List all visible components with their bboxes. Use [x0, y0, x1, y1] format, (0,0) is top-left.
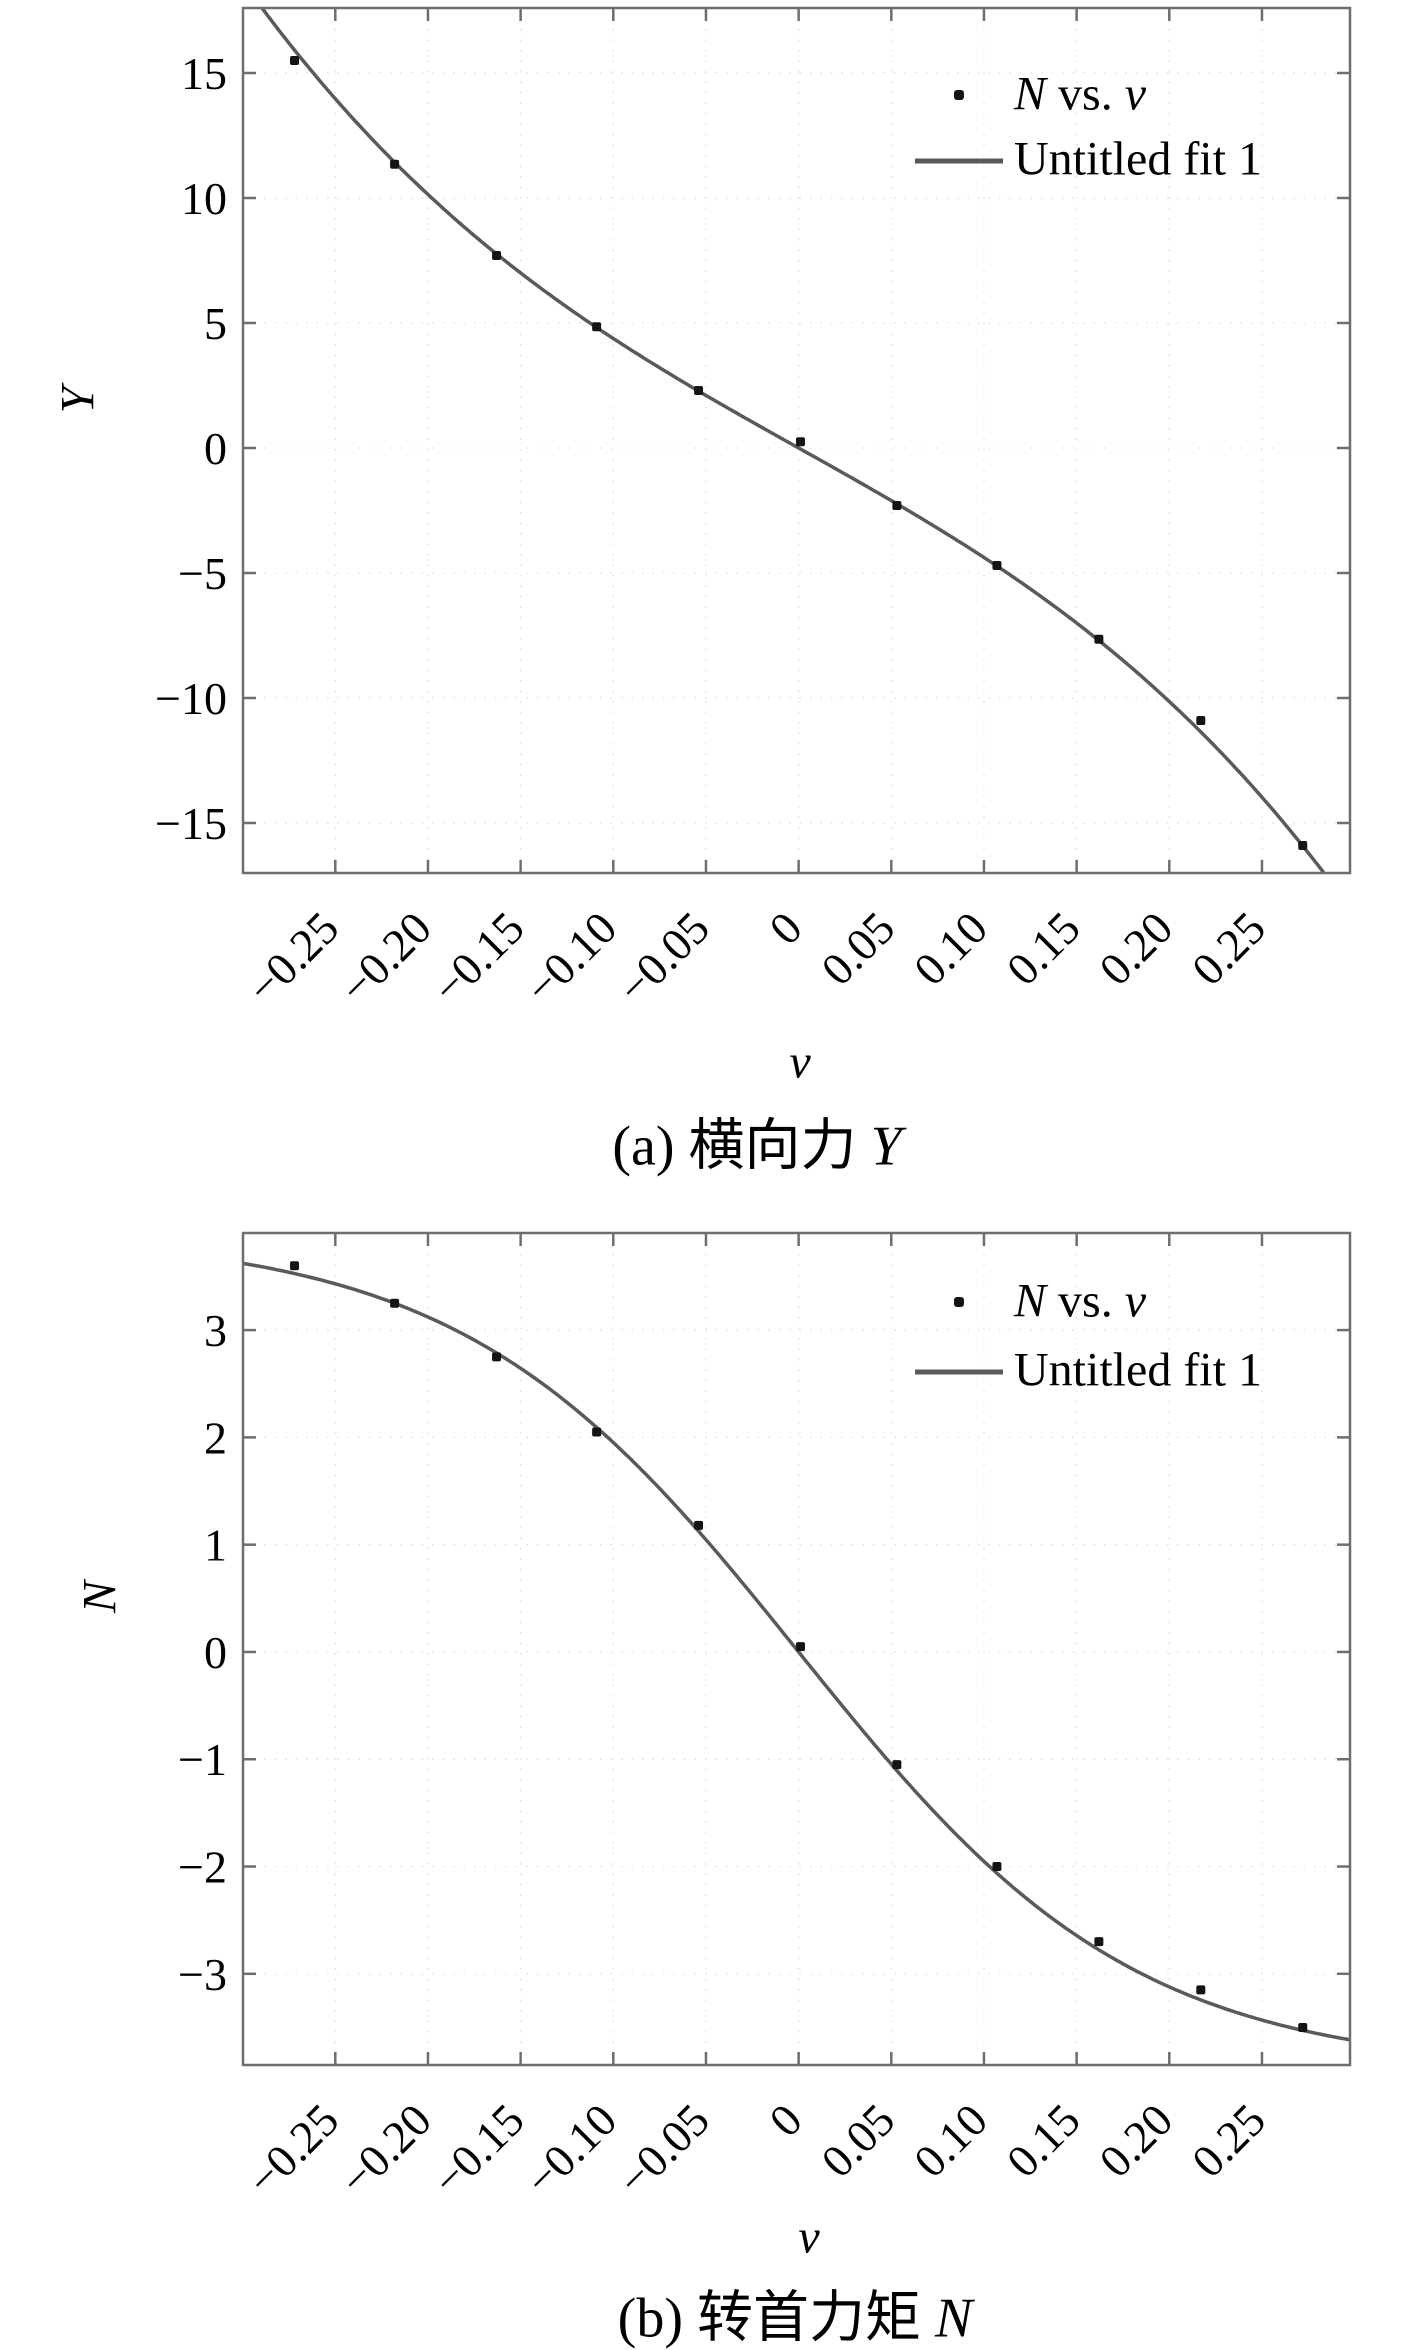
ticks-b [243, 1233, 1350, 2065]
legend-b-fit-label: Untitled fit 1 [1014, 1343, 1262, 1397]
x-tick-label: −0.10 [515, 2094, 626, 2205]
y-tick-label: −1 [178, 1734, 227, 1785]
x-tick-label: −0.25 [237, 902, 348, 1013]
caption-a: (a) 横向力 Y [612, 1101, 901, 1182]
legend-b-fitline-sample [915, 1369, 1003, 1375]
x-tick-label: −0.05 [608, 2094, 719, 2205]
x-tick-label: −0.10 [515, 902, 626, 1013]
legend-b-scatter-marker [954, 1297, 964, 1307]
data-point [992, 561, 1002, 570]
legend-a-scatter-label: N vs. v [1014, 66, 1146, 121]
x-tick-label: −0.15 [422, 902, 533, 1013]
data-point [694, 386, 704, 395]
legend-a-vs: vs. [1046, 67, 1125, 121]
caption-b-text: (b) 转首力矩 [617, 2287, 935, 2350]
legend-a-scatter-marker [954, 90, 964, 100]
legend-a-sym-n: N [1014, 67, 1047, 121]
data-point [390, 159, 400, 169]
data-point [1196, 716, 1206, 725]
data-point [492, 1352, 502, 1362]
x-tick-label: 0.05 [811, 2094, 904, 2187]
legend-a-sym-v: v [1124, 67, 1147, 121]
legend-b-sym-n: N [1014, 1274, 1047, 1328]
y-tick-label: −5 [178, 548, 227, 599]
y-tick-label: 5 [204, 298, 227, 349]
y-tick-label: 1 [204, 1520, 227, 1571]
data-point [492, 251, 502, 260]
y-tick-label: 3 [204, 1305, 227, 1356]
data-point [892, 1760, 902, 1770]
caption-b: (b) 转首力矩 N [618, 2273, 973, 2350]
legend-a-fit-label: Untitled fit 1 [1014, 132, 1262, 186]
scatter-points-b [290, 1261, 1308, 2032]
scatter-points-a [290, 56, 1308, 850]
data-point [1094, 634, 1104, 644]
x-tick-label: −0.20 [330, 2094, 441, 2205]
y-tick-label: −3 [178, 1949, 227, 2000]
x-tick-label: 0.10 [904, 2094, 997, 2187]
legend-a-fitline-sample [915, 158, 1003, 164]
y-tick-label: −10 [155, 673, 227, 724]
grid-b [243, 1233, 1350, 2065]
data-point [592, 322, 602, 332]
x-tick-label: −0.25 [237, 2094, 348, 2205]
x-tick-label: 0.25 [1182, 902, 1275, 995]
y-tick-label: −15 [155, 798, 227, 849]
x-tick-label: −0.15 [422, 2094, 533, 2205]
caption-a-symbol: Y [870, 1115, 902, 1178]
x-tick-label: 0 [759, 902, 811, 954]
y-tick-label: 0 [204, 1627, 227, 1678]
x-tick-label: 0.20 [1089, 2094, 1182, 2187]
y-tick-label: 15 [181, 48, 227, 99]
data-point [694, 1520, 704, 1530]
data-point [592, 1427, 602, 1437]
y-tick-label: 10 [181, 173, 227, 224]
data-point [992, 1862, 1002, 1872]
caption-b-symbol: N [934, 2287, 973, 2350]
y-tick-label: −2 [178, 1842, 227, 1893]
x-tick-label: 0.15 [997, 902, 1090, 995]
x-axis-label-b: v [798, 2210, 820, 2264]
x-tick-label: 0.05 [811, 902, 904, 995]
y-axis-label-b: N [73, 1580, 127, 1614]
x-tick-label: −0.05 [608, 902, 719, 1013]
data-point [390, 1298, 400, 1308]
data-point [1094, 1937, 1104, 1947]
x-tick-label: 0.10 [904, 902, 997, 995]
y-tick-label: 2 [204, 1412, 227, 1463]
data-point [1298, 841, 1308, 850]
x-tick-label: 0.25 [1182, 2094, 1275, 2187]
data-point [290, 1261, 300, 1271]
y-axis-label-a: Y [51, 386, 105, 414]
data-point [892, 501, 902, 510]
data-point [795, 437, 805, 447]
axes-box-b [241, 1231, 1352, 2067]
caption-a-text: (a) 横向力 [612, 1115, 871, 1178]
fit-curve-a [259, 8, 1327, 873]
data-point [1298, 2022, 1308, 2032]
x-tick-label: 0 [759, 2094, 811, 2146]
legend-b-sym-v: v [1124, 1274, 1147, 1328]
x-tick-label: 0.15 [997, 2094, 1090, 2187]
x-tick-label: −0.20 [330, 902, 441, 1013]
legend-b-vs: vs. [1046, 1274, 1125, 1328]
data-point [795, 1642, 805, 1652]
axes-box-a [241, 6, 1352, 875]
data-point [290, 56, 300, 65]
ticks-a [243, 8, 1350, 873]
data-point [1196, 1985, 1206, 1995]
legend-b-scatter-label: N vs. v [1014, 1273, 1146, 1328]
x-axis-label-a: v [789, 1035, 811, 1089]
x-tick-label: 0.20 [1089, 902, 1182, 995]
y-tick-label: 0 [204, 423, 227, 474]
